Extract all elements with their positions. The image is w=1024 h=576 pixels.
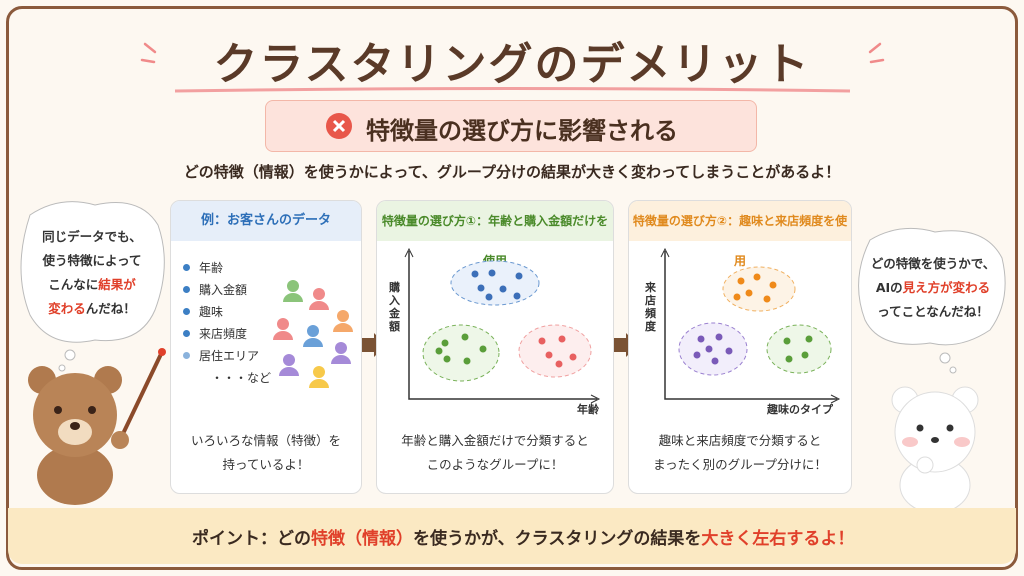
caption-line: 持っているよ！ <box>222 457 310 472</box>
highlight-text: 見え方が変わる <box>902 280 991 295</box>
text: 同じデータでも、 <box>42 229 142 244</box>
panel-caption: いろいろな情報（特徴）を 持っているよ！ <box>171 429 361 477</box>
bubble-line: どの特徴を使うかで、 <box>858 252 1008 276</box>
feature-item: 趣味 <box>199 305 224 319</box>
text: を使うかが、クラスタリングの結果を <box>413 529 702 549</box>
text: ってことなんだね！ <box>877 304 989 319</box>
text: AIの <box>875 280 903 295</box>
x-icon <box>326 113 352 139</box>
people-icons <box>273 280 353 388</box>
bullet <box>183 308 190 315</box>
panel-header: 例：お客さんのデータ <box>171 201 361 241</box>
highlight-text: 結果が <box>98 277 136 292</box>
cluster-plot <box>404 247 601 404</box>
point-text: ポイント：どの特徴（情報）を使うかが、クラスタリングの結果を大きく左右するよ！ <box>192 524 854 549</box>
panel: 特徴量の選び方①：年齢と購入金額だけを使用 購入金額 年齢 年齢と購入金額だけで… <box>376 200 614 494</box>
bullet <box>183 286 190 293</box>
caption-line: いろいろな情報（特徴）を <box>190 433 341 448</box>
bubble-right: どの特徴を使うかで、 AIの見え方が変わるってことなんだね！ <box>858 252 1008 324</box>
bubble-line: 変わるんだね！ <box>22 297 162 321</box>
bubble-line: こんなに結果が <box>22 273 162 297</box>
badge-text: 特徴量の選び方に影響される <box>366 117 678 145</box>
cluster-plot <box>660 247 841 404</box>
text: んだね！ <box>85 301 136 316</box>
panel-caption: 趣味と来店頻度で分類すると まったく別のグループ分けに！ <box>629 429 851 477</box>
bubble-left: 同じデータでも、 使う特徴によって こんなに結果が 変わるんだね！ <box>22 225 162 321</box>
bubble-line: AIの見え方が変わる <box>858 276 1008 300</box>
feature-item: 居住エリア <box>199 349 260 363</box>
highlight-text: 特徴（情報） <box>311 529 413 549</box>
title: クラスタリングのデメリット <box>213 39 811 90</box>
text: 使う特徴によって <box>42 253 142 268</box>
panel: 例：お客さんのデータ 年齢購入金額趣味来店頻度居住エリア・・・など いろいろな情… <box>170 200 362 494</box>
point-banner: ポイント：どの特徴（情報）を使うかが、クラスタリングの結果を大きく左右するよ！ <box>8 508 1016 564</box>
feature-item: 来店頻度 <box>199 327 248 341</box>
feature-item: 購入金額 <box>199 283 248 297</box>
highlight-text: 大きく左右するよ！ <box>701 529 855 549</box>
panel-header: 特徴量の選び方①：年齢と購入金額だけを使用 <box>377 201 613 268</box>
x-axis-label: 趣味のタイプ <box>767 403 833 416</box>
y-axis-label: 来店頻度 <box>645 281 656 333</box>
text: こんなに <box>48 277 99 292</box>
caption-line: 年齢と購入金額だけで分類すると <box>401 433 589 448</box>
panel-header: 特徴量の選び方②：趣味と来店頻度を使用 <box>629 201 851 268</box>
y-axis-label: 購入金額 <box>389 281 400 333</box>
caption-line: 趣味と来店頻度で分類すると <box>658 433 822 448</box>
frame <box>6 6 1018 570</box>
bubble-line: 同じデータでも、 <box>22 225 162 249</box>
caption-line: このようなグループに！ <box>426 457 564 472</box>
text: どの特徴を使うかで、 <box>870 256 996 271</box>
badge: 特徴量の選び方に影響される <box>265 100 757 152</box>
bullet <box>183 330 190 337</box>
description: どの特徴（情報）を使うかによって、グループ分けの結果が大きく変わってしまうことが… <box>183 163 841 181</box>
x-axis-label: 年齢 <box>577 403 599 416</box>
bubble-line: ってことなんだね！ <box>858 300 1008 324</box>
feature-item: 年齢 <box>199 261 224 275</box>
text: ポイント：どの <box>192 529 311 549</box>
bubble-line: 使う特徴によって <box>22 249 162 273</box>
bullet <box>183 264 190 271</box>
panel: 特徴量の選び方②：趣味と来店頻度を使用 来店頻度 趣味のタイプ 趣味と来店頻度で… <box>628 200 852 494</box>
bullet <box>183 352 190 359</box>
feature-more: ・・・など <box>211 371 272 385</box>
panel-caption: 年齢と購入金額だけで分類すると このようなグループに！ <box>377 429 613 477</box>
caption-line: まったく別のグループ分けに！ <box>653 457 827 472</box>
highlight-text: 変わる <box>48 301 86 316</box>
